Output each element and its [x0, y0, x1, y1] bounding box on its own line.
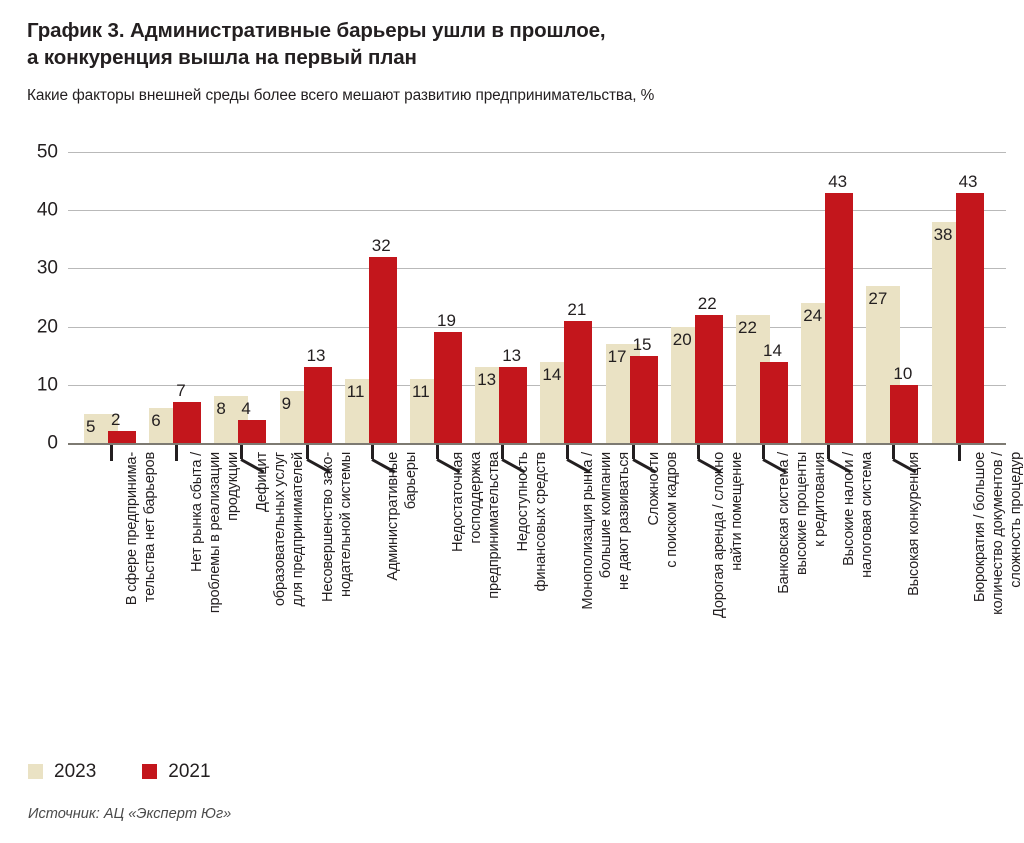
gridline — [68, 384, 1006, 386]
bar-value-label-2021: 4 — [241, 398, 251, 418]
bar-value-label-2023: 9 — [281, 393, 292, 413]
x-axis-category-label: Нет рынка сбыта / проблемы в реализации … — [189, 452, 241, 614]
bar-value-label-2023: 17 — [607, 347, 627, 367]
x-axis-category-label: Недоступность финансовых средств — [515, 452, 549, 592]
bar-2021 — [760, 361, 788, 443]
bar-2021 — [890, 384, 919, 443]
bar-value-label-2021: 21 — [567, 299, 587, 319]
gridline — [68, 326, 1006, 328]
bar-group: 11 19 — [410, 140, 472, 443]
legend-swatch-icon — [142, 764, 158, 779]
bar-group: 9 13 — [279, 140, 342, 443]
y-axis-ticks: 0 10 20 30 40 50 — [18, 140, 58, 453]
chart-header: График 3. Административные барьеры ушли … — [27, 18, 997, 105]
plot-area: 0 10 20 30 40 50 5 2 6 7 8 4 9 13 11 32 11 19 13 13 14 21 17 1… — [0, 140, 1024, 474]
bar-group: 11 32 — [344, 140, 407, 443]
bar-2021 — [564, 320, 593, 443]
x-axis-category-labels: В сфере предпринима- тельства нет барьер… — [68, 452, 1023, 752]
x-axis-category-label: Административные барьеры — [384, 452, 419, 581]
legend-label: 2023 — [54, 761, 97, 782]
bars-container: 5 2 6 7 8 4 9 13 11 32 11 19 13 13 14 21 17 15 20 22 22 14 24 4… — [68, 140, 1006, 443]
bar-value-label-2023: 20 — [672, 329, 692, 349]
x-axis-category-label: В сфере предпринима- тельства нет барьер… — [124, 452, 158, 606]
y-axis-tick-label: 30 — [36, 257, 58, 279]
bar-2021 — [303, 367, 332, 443]
bar-2021 — [825, 192, 854, 443]
legend: 2023 2021 — [28, 762, 257, 781]
bar-value-label-2021: 2 — [111, 410, 121, 430]
bar-value-label-2021: 15 — [632, 334, 652, 354]
bar-value-label-2023: 38 — [933, 224, 953, 244]
bar-2021 — [173, 402, 202, 443]
y-axis-tick-label: 0 — [47, 432, 58, 454]
bar-2021 — [694, 314, 723, 443]
bar-group: 14 21 — [540, 140, 602, 443]
category-leader-lines — [68, 445, 1006, 477]
bar-value-label-2023: 11 — [346, 381, 365, 401]
bar-value-label-2023: 11 — [412, 381, 430, 401]
x-axis-category-label: Сложности с поиском кадров — [645, 452, 680, 568]
legend-label: 2021 — [168, 761, 211, 782]
x-axis-category-label: Дефицит образовательных услуг для предпр… — [254, 452, 306, 607]
x-axis-category-label: Банковская система / высокие проценты к … — [776, 452, 828, 594]
page-title: График 3. Административные барьеры ушли … — [27, 19, 606, 69]
bar-value-label-2021: 43 — [828, 171, 848, 191]
bar-value-label-2021: 7 — [176, 381, 186, 401]
bar-2021 — [629, 355, 658, 443]
x-axis-line — [68, 443, 1006, 445]
bar-value-label-2023: 5 — [86, 416, 96, 436]
y-axis-tick-label: 40 — [36, 199, 58, 221]
bar-value-label-2021: 32 — [371, 235, 391, 255]
bar-value-label-2021: 10 — [893, 363, 913, 383]
bar-group: 27 10 — [866, 140, 928, 443]
bar-value-label-2023: 24 — [803, 306, 823, 326]
bar-group: 17 15 — [605, 140, 668, 443]
x-axis-category-label: Бюрократия / большое количество документ… — [971, 452, 1024, 615]
bar-value-label-2023: 8 — [216, 399, 226, 419]
x-axis-category-label: Высокие налоги / налоговая система — [841, 452, 875, 578]
y-axis-tick-label: 10 — [36, 374, 58, 396]
bar-value-label-2021: 14 — [763, 340, 782, 360]
bar-group: 24 43 — [801, 140, 863, 443]
bar-value-label-2023: 22 — [738, 317, 757, 337]
bar-value-label-2023: 27 — [868, 288, 888, 308]
bar-group: 22 14 — [736, 140, 798, 443]
bar-2021 — [434, 332, 462, 443]
gridline — [68, 210, 1006, 212]
x-axis-category-label: Монополизация рынка / большие компании н… — [580, 452, 632, 610]
legend-item-2021: 2021 — [142, 761, 211, 782]
bar-value-label-2021: 13 — [306, 346, 326, 366]
y-axis-tick-label: 50 — [36, 141, 58, 163]
bar-2021 — [108, 431, 136, 443]
bar-group: 38 43 — [931, 140, 994, 443]
bar-value-label-2023: 6 — [151, 411, 161, 431]
bar-2021 — [238, 419, 267, 443]
x-axis-category-label: Несовершенство зако- нодательной системы — [319, 452, 354, 603]
gridline — [68, 152, 1006, 153]
chart-subtitle: Какие факторы внешней среды более всего … — [27, 87, 655, 105]
bar-value-label-2023: 13 — [477, 370, 497, 390]
legend-swatch-icon — [28, 764, 43, 779]
bar-value-label-2021: 43 — [958, 171, 978, 191]
x-axis-category-label: Высокая конкуренция — [906, 452, 923, 596]
x-axis-category-label: Недостаточная господдержка предпринимате… — [450, 452, 502, 599]
bar-2021 — [368, 256, 397, 443]
bar-group: 13 13 — [475, 140, 537, 443]
bar-2021 — [955, 192, 984, 443]
bar-group: 20 22 — [670, 140, 733, 443]
bar-value-label-2021: 22 — [697, 293, 717, 313]
source-note: Источник: АЦ «Эксперт Юг» — [28, 806, 232, 822]
bar-value-label-2023: 14 — [542, 364, 562, 384]
x-axis-category-label: Дорогая аренда / сложно найти помещение — [710, 452, 745, 618]
legend-item-2023: 2023 — [28, 762, 96, 781]
gridline — [68, 268, 1006, 270]
bar-value-label-2021: 13 — [502, 346, 522, 366]
bar-value-label-2021: 19 — [437, 311, 456, 331]
y-axis-tick-label: 20 — [36, 316, 58, 338]
bar-2021 — [499, 367, 528, 443]
